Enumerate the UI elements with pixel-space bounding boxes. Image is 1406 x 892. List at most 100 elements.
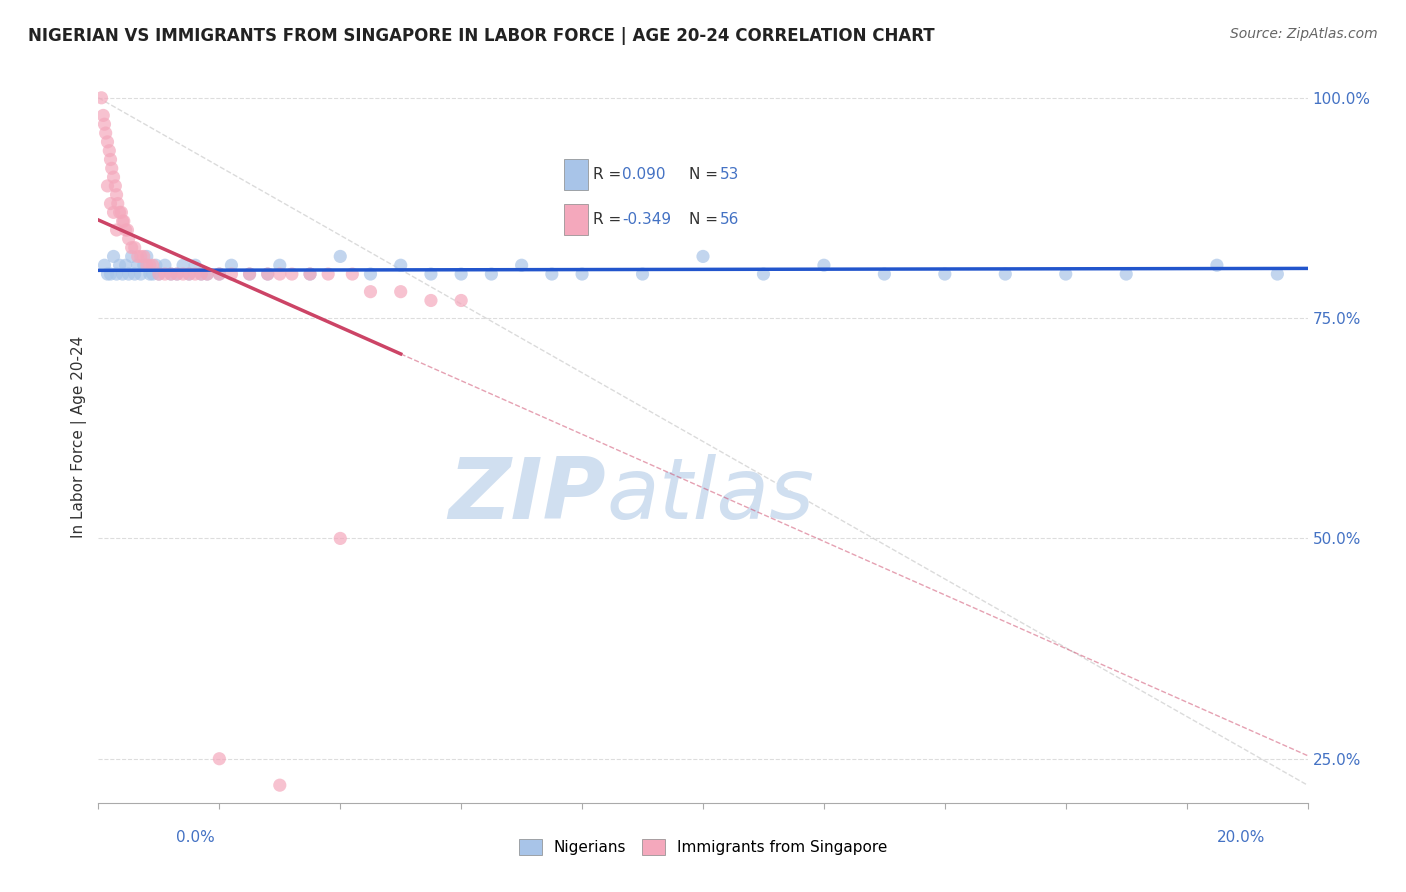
Point xyxy=(96,178,118,193)
Point xyxy=(281,267,304,281)
Point xyxy=(121,249,143,263)
Text: atlas: atlas xyxy=(606,454,814,537)
Point xyxy=(100,153,122,167)
Point xyxy=(190,267,212,281)
Point xyxy=(389,285,412,299)
Point xyxy=(108,258,131,272)
Text: NIGERIAN VS IMMIGRANTS FROM SINGAPORE IN LABOR FORCE | AGE 20-24 CORRELATION CHA: NIGERIAN VS IMMIGRANTS FROM SINGAPORE IN… xyxy=(28,27,935,45)
Point xyxy=(93,117,115,131)
Point xyxy=(148,267,170,281)
Point xyxy=(420,267,443,281)
Point xyxy=(269,258,291,272)
Point xyxy=(112,214,135,228)
Point xyxy=(389,258,412,272)
Point xyxy=(360,267,382,281)
Point xyxy=(117,223,139,237)
Point xyxy=(132,258,155,272)
Point xyxy=(195,267,218,281)
Point xyxy=(1206,258,1229,272)
Point xyxy=(129,267,152,281)
Point xyxy=(135,249,157,263)
Point xyxy=(103,205,125,219)
Point xyxy=(184,267,207,281)
Point xyxy=(299,267,322,281)
Point xyxy=(299,267,322,281)
Point xyxy=(124,241,146,255)
Point xyxy=(195,267,218,281)
Point xyxy=(148,267,170,281)
Point xyxy=(107,196,129,211)
Point xyxy=(179,267,201,281)
Point xyxy=(105,187,128,202)
Point xyxy=(105,223,128,237)
Point xyxy=(269,267,291,281)
Text: 20.0%: 20.0% xyxy=(1218,830,1265,845)
Point xyxy=(153,258,176,272)
Text: R =: R = xyxy=(593,212,621,227)
Point xyxy=(813,258,835,272)
Point xyxy=(221,267,243,281)
Point xyxy=(208,267,231,281)
Point xyxy=(111,267,134,281)
Point xyxy=(104,178,127,193)
Point xyxy=(127,258,149,272)
Point xyxy=(342,267,364,281)
Point xyxy=(360,285,382,299)
Point xyxy=(100,196,122,211)
Text: N =: N = xyxy=(689,167,718,182)
Point xyxy=(1115,267,1137,281)
Point xyxy=(124,267,146,281)
Point xyxy=(256,267,278,281)
Point xyxy=(1267,267,1289,281)
Text: 0.0%: 0.0% xyxy=(176,830,215,845)
Point xyxy=(127,249,149,263)
Point xyxy=(873,267,896,281)
Point xyxy=(153,267,176,281)
Point xyxy=(145,258,167,272)
Point xyxy=(108,205,131,219)
Point xyxy=(934,267,956,281)
Point xyxy=(100,161,122,176)
Point xyxy=(94,126,117,140)
Point xyxy=(208,267,231,281)
Point xyxy=(450,267,472,281)
Point xyxy=(420,293,443,308)
Point xyxy=(114,223,136,237)
Text: 56: 56 xyxy=(720,212,740,227)
Text: 0.090: 0.090 xyxy=(621,167,665,182)
Point xyxy=(329,249,352,263)
Point xyxy=(179,267,201,281)
Point xyxy=(329,532,352,546)
Point xyxy=(129,249,152,263)
Point xyxy=(190,267,212,281)
FancyBboxPatch shape xyxy=(564,204,588,235)
Text: 53: 53 xyxy=(720,167,740,182)
Point xyxy=(510,258,533,272)
Point xyxy=(994,267,1017,281)
Point xyxy=(135,258,157,272)
Point xyxy=(100,267,122,281)
Point xyxy=(139,258,162,272)
Point xyxy=(481,267,503,281)
Point xyxy=(160,267,183,281)
Point xyxy=(631,267,654,281)
Text: Source: ZipAtlas.com: Source: ZipAtlas.com xyxy=(1230,27,1378,41)
Point xyxy=(184,258,207,272)
Point xyxy=(160,267,183,281)
Point xyxy=(142,267,165,281)
Text: R =: R = xyxy=(593,167,621,182)
Point xyxy=(208,752,231,766)
Point xyxy=(103,249,125,263)
Text: N =: N = xyxy=(689,212,718,227)
Point xyxy=(96,135,118,149)
Point xyxy=(142,258,165,272)
Point xyxy=(121,241,143,255)
Text: -0.349: -0.349 xyxy=(621,212,671,227)
Point xyxy=(96,267,118,281)
Point xyxy=(239,267,262,281)
Point xyxy=(103,170,125,185)
Point xyxy=(450,293,472,308)
Point xyxy=(166,267,188,281)
Point xyxy=(256,267,278,281)
Point xyxy=(172,258,194,272)
